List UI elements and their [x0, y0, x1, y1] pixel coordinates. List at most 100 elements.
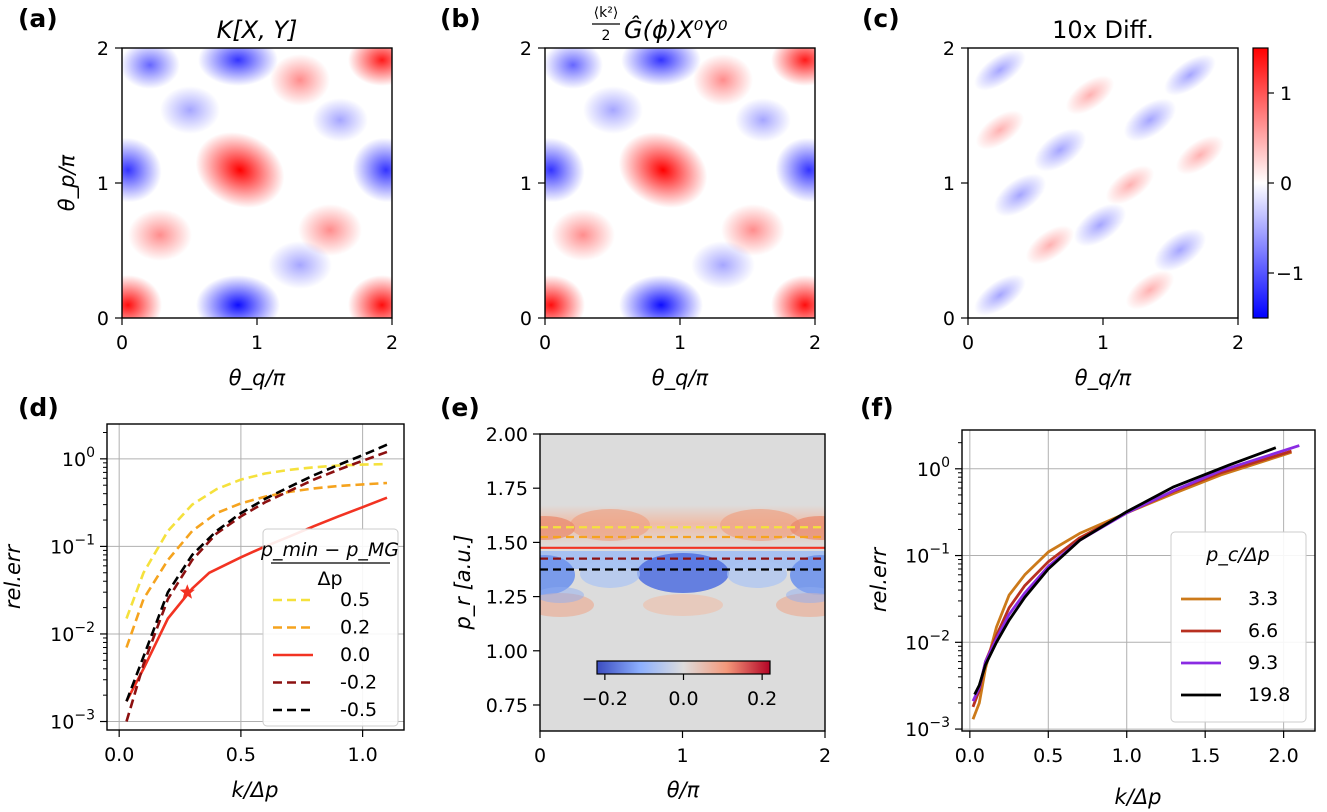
- panel-label-f: (f): [860, 393, 894, 422]
- x-tick-label: 0.0: [104, 744, 134, 766]
- y-tick-b-1: 1: [520, 173, 532, 195]
- ticks-c: [961, 47, 1239, 325]
- y-tick-label: 10−2: [905, 628, 950, 654]
- ticks-a: [115, 47, 393, 325]
- panel-b-title-rest: Ĝ(ϕ)X⁰Y⁰: [624, 14, 728, 44]
- heatmap-b: [545, 48, 815, 318]
- legend-d: p_min − p_MG Δp 0.5 0.2 0.0 -0.2 -0.5: [260, 528, 399, 727]
- panel-b-title-numerator: ⟨k²⟩: [594, 5, 619, 21]
- legend-d-label-0: 0.5: [340, 589, 370, 611]
- colorbar-c: 1 0 −1: [1252, 47, 1304, 319]
- reference-lines-e: [540, 526, 825, 571]
- colorbar-c-tick-1: 1: [1280, 83, 1292, 105]
- panel-c: (c) 10x Diff.: [862, 4, 1304, 391]
- y-tick-label: 10−2: [50, 620, 95, 646]
- legend-f: p_c/Δp 3.3 6.6 9.3 19.8: [1170, 531, 1307, 723]
- series-line-d-0: [125, 462, 388, 619]
- plot-frame-d: [106, 423, 405, 731]
- plot-frame-f: [961, 429, 1316, 732]
- y-tick-c-0: 0: [943, 308, 955, 330]
- legend-f-label-3: 19.8: [1248, 684, 1290, 706]
- legend-d-items: 0.5 0.2 0.0 -0.2 -0.5: [273, 589, 377, 721]
- x-tick-a-1: 1: [251, 332, 263, 354]
- y-tick-label: 10−1: [905, 542, 950, 568]
- axes-e: 0 1 2 0.75 1.00 1.25 1.50 1.75 2.00: [486, 424, 831, 767]
- y-tick-label: 0.75: [486, 695, 528, 717]
- x-tick-label: 1: [676, 745, 688, 767]
- colorbar-c-tick-m1: −1: [1276, 263, 1304, 285]
- x-tick-a-0: 0: [116, 332, 128, 354]
- panel-label-e: (e): [440, 393, 480, 422]
- y-tick-a-0: 0: [97, 308, 109, 330]
- y-axis-label-a: θ_p/π: [55, 154, 80, 211]
- axes-d: 0.0 0.5 1.0 10−3 10−2 10−1 100: [50, 431, 378, 766]
- x-tick-c-2: 2: [1232, 332, 1244, 354]
- y-tick-label: 10−3: [905, 715, 950, 741]
- x-tick-b-0: 0: [539, 332, 551, 354]
- heatmap-c: [968, 48, 1238, 318]
- heatmap-a: [122, 48, 392, 318]
- colorbar-e-tick-label: −0.2: [582, 688, 628, 710]
- series-line-f-0: [971, 450, 1292, 720]
- y-axis-label-d: rel.err: [1, 544, 25, 610]
- legend-d-title-den: Δp: [317, 568, 342, 590]
- legend-d-label-3: -0.2: [340, 672, 377, 694]
- y-tick-label: 10−1: [50, 532, 95, 558]
- ticks-b: [538, 47, 816, 325]
- panel-c-title: 10x Diff.: [1052, 16, 1154, 44]
- y-tick-label: 1.75: [486, 478, 528, 500]
- panel-label-a: (a): [18, 4, 58, 33]
- panel-a-title: K[X, Y]: [217, 16, 298, 44]
- legend-d-title-num: p_min − p_MG: [260, 539, 399, 561]
- colorbar-e: −0.2 0.0 0.2: [582, 660, 777, 710]
- x-tick-b-2: 2: [809, 332, 821, 354]
- y-tick-c-1: 1: [943, 173, 955, 195]
- plot-area-d: [125, 443, 388, 722]
- series-line-d-3: [125, 450, 388, 722]
- x-tick-c-1: 1: [1097, 332, 1109, 354]
- panel-b: (b) ⟨k²⟩ 2 Ĝ(ϕ)X⁰Y⁰: [440, 4, 821, 391]
- axes-f: 0.0 0.5 1.0 1.5 2.0 10−3 10−2 10−1 100: [905, 442, 1299, 767]
- y-tick-a-2: 2: [97, 38, 109, 60]
- legend-f-title: p_c/Δp: [1205, 544, 1269, 566]
- y-tick-label: 1.00: [486, 641, 528, 663]
- x-tick-a-2: 2: [386, 332, 398, 354]
- colorbar-c-tick-0: 0: [1280, 173, 1292, 195]
- legend-f-label-1: 6.6: [1248, 620, 1278, 642]
- x-tick-label: 1.0: [348, 744, 378, 766]
- series-line-f-3: [973, 446, 1277, 696]
- panel-b-title-denominator: 2: [602, 28, 611, 44]
- panel-label-d: (d): [18, 393, 59, 422]
- y-axis-label-e: p_r [a.u.]: [451, 534, 476, 630]
- x-tick-label: 1.5: [1190, 745, 1220, 767]
- x-tick-label: 2: [819, 745, 831, 767]
- panel-e: (e) 0 1 2 0.75 1.00 1.25 1.50 1.75 2.00 θ/π p_r …: [440, 393, 831, 802]
- colorbar-e-ticks: −0.2 0.0 0.2: [582, 674, 777, 710]
- legend-f-label-2: 9.3: [1248, 652, 1278, 674]
- x-tick-c-0: 0: [962, 332, 974, 354]
- x-axis-label-a: θ_q/π: [229, 366, 286, 391]
- panel-a: (a) K[X, Y] 0 1 2 0 1: [18, 4, 398, 391]
- y-tick-b-2: 2: [520, 38, 532, 60]
- panel-label-b: (b): [440, 4, 481, 33]
- y-tick-c-2: 2: [943, 38, 955, 60]
- y-tick-label: 10−3: [50, 708, 95, 734]
- panel-label-c: (c): [862, 4, 900, 33]
- x-axis-label-c: θ_q/π: [1075, 366, 1132, 391]
- series-line-d-4: [125, 443, 388, 702]
- x-tick-label: 0.5: [1033, 745, 1063, 767]
- colorbar-e-tick-label: 0.0: [668, 688, 698, 710]
- panel-d: (d) 0.0 0.5 1.0 10−3 10−2 10−1 100 k/Δp rel.er…: [1, 393, 405, 802]
- colorbar-e-tick-label: 0.2: [747, 688, 777, 710]
- star-marker: [179, 584, 195, 599]
- x-tick-label: 0.0: [955, 745, 985, 767]
- x-tick-label: 0: [534, 745, 546, 767]
- y-tick-label: 100: [62, 445, 95, 471]
- y-tick-label: 100: [917, 455, 950, 481]
- legend-d-label-4: -0.5: [340, 699, 377, 721]
- legend-f-items: 3.3 6.6 9.3 19.8: [1181, 588, 1290, 706]
- heatmap-e: [540, 434, 825, 731]
- legend-d-label-1: 0.2: [340, 617, 370, 639]
